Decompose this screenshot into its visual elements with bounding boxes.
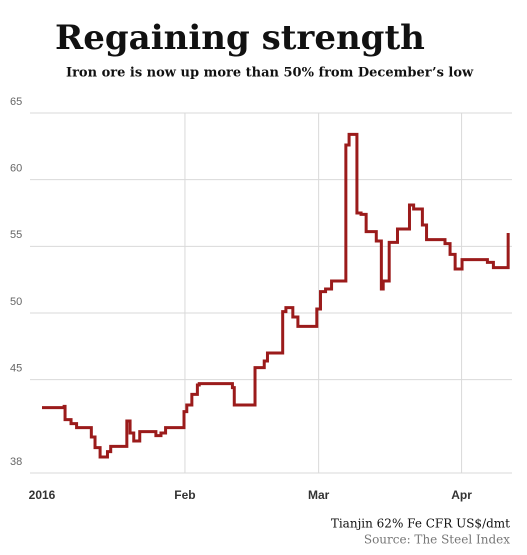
x-tick-label: 2016 (29, 488, 56, 502)
axis-note: Tianjin 62% Fe CFR US$/dmt (331, 517, 510, 531)
y-tick-label: 60 (10, 163, 22, 175)
y-tick-label: 38 (10, 456, 22, 468)
y-tick-label: 45 (10, 363, 22, 375)
x-tick-label: Mar (308, 488, 330, 502)
data-line (42, 132, 510, 459)
x-tick-label: Feb (174, 488, 195, 502)
y-tick-label: 55 (10, 229, 22, 241)
x-tick-label: Apr (451, 488, 472, 502)
chart-subtitle: Iron ore is now up more than 50% from De… (66, 66, 474, 81)
y-tick-label: 50 (10, 296, 22, 308)
source: Source: The Steel Index (364, 533, 510, 547)
y-tick-label: 65 (10, 96, 22, 108)
chart-title: Regaining strength (55, 18, 425, 58)
